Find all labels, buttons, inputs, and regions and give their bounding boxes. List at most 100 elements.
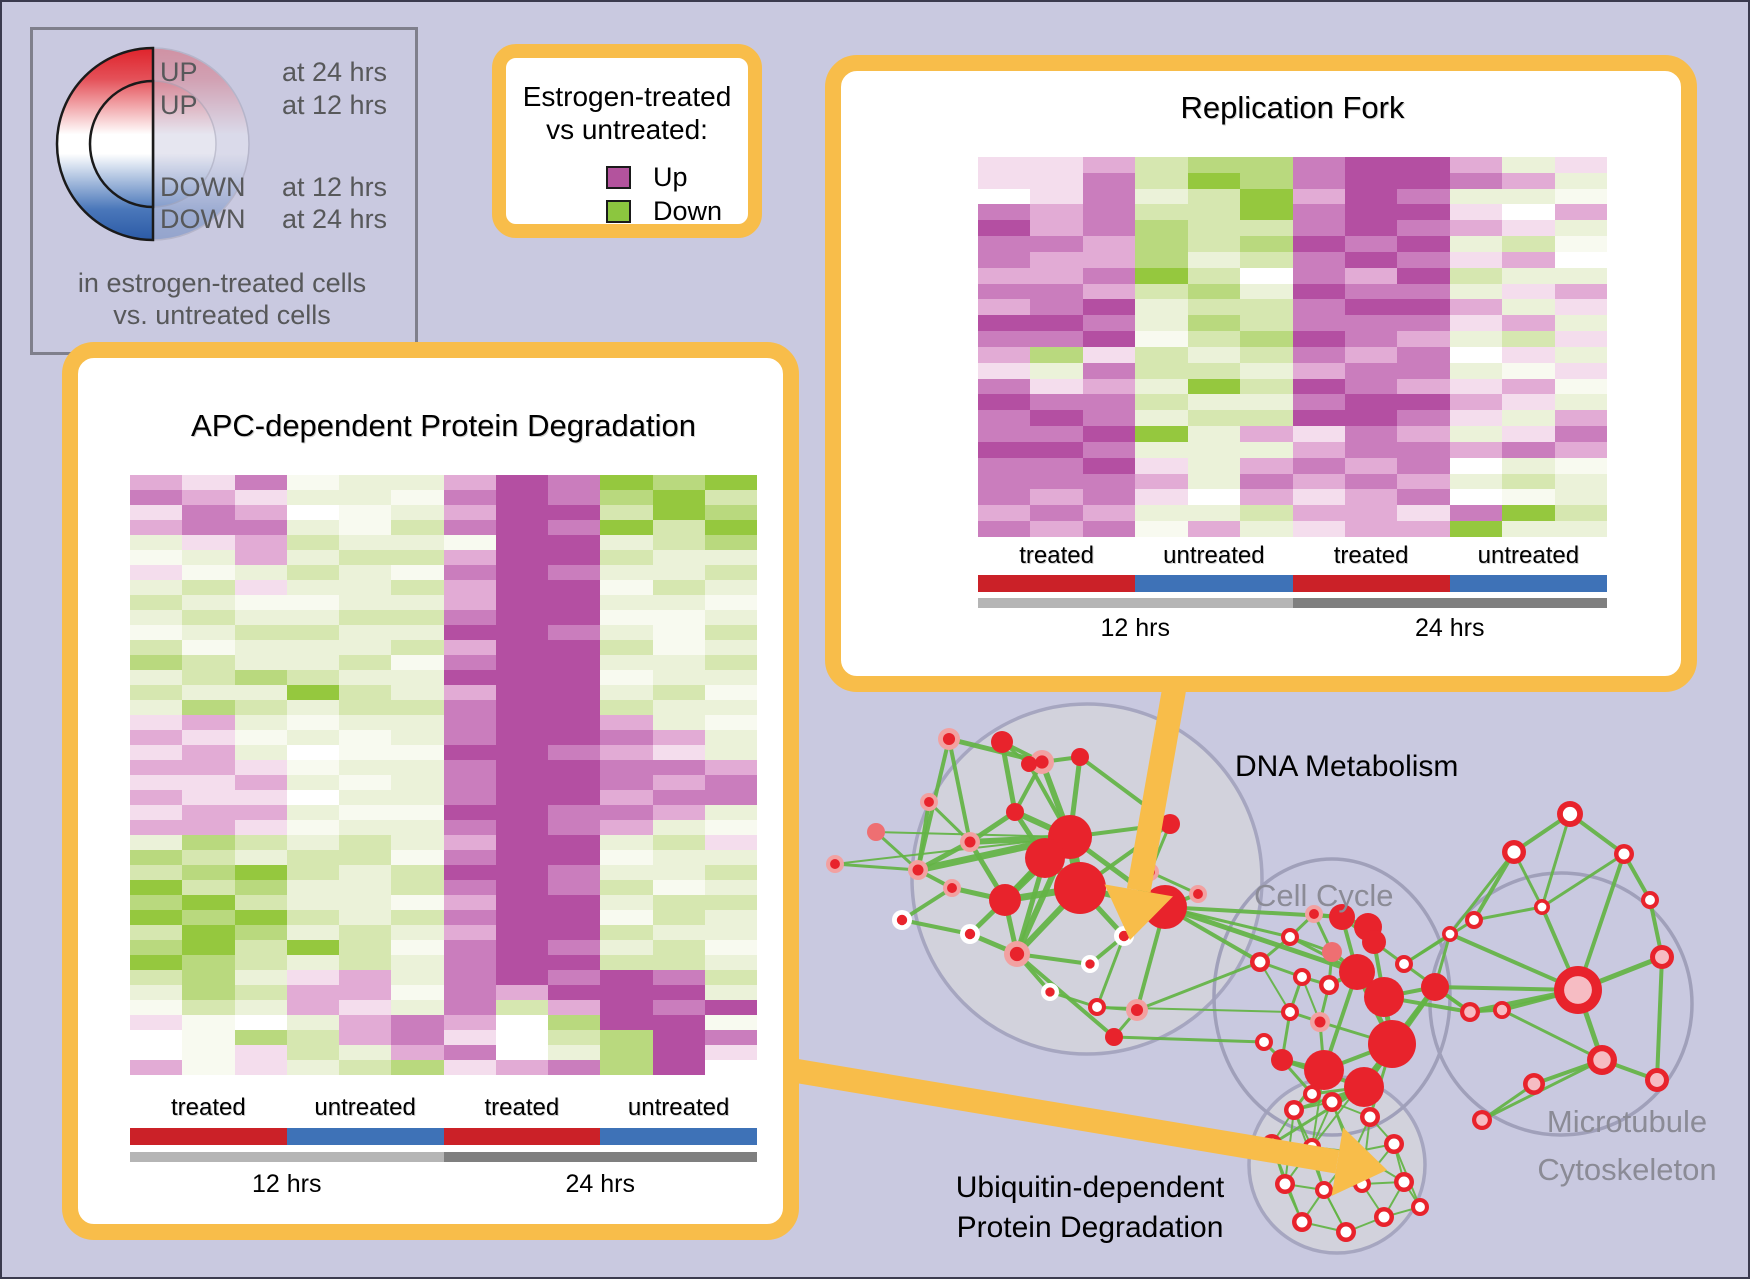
heatmap-cell	[182, 1000, 235, 1015]
heatmap-cell	[1554, 236, 1607, 252]
heatmap-cell	[182, 520, 235, 535]
network-node	[1281, 928, 1299, 946]
heatmap-cell	[339, 625, 392, 640]
heatmap-cell	[1502, 441, 1555, 458]
heatmap-cell	[182, 730, 235, 745]
network-node	[1421, 973, 1449, 1001]
heatmap-cell	[443, 1030, 496, 1045]
heatmap-cell	[234, 520, 287, 535]
group-label: treated	[1333, 542, 1409, 569]
heatmap-cell	[1449, 457, 1503, 474]
network-edge	[1540, 813, 1572, 908]
heatmap-cell	[1135, 521, 1188, 537]
heatmap-cell	[1397, 267, 1450, 284]
heatmap-cell	[652, 745, 705, 760]
heatmap-cell	[1082, 204, 1136, 221]
heatmap-cell	[600, 985, 653, 1000]
heatmap-cell	[391, 475, 444, 490]
heatmap-cell	[182, 1015, 235, 1030]
network-node	[943, 879, 961, 897]
heatmap-cell	[443, 625, 496, 640]
heatmap-cell	[1502, 172, 1555, 189]
heatmap-cell	[1030, 315, 1083, 332]
heatmap-cell	[443, 925, 496, 940]
heatmap-cell	[548, 880, 601, 895]
heatmap-cell	[495, 655, 548, 670]
heatmap-cell	[548, 955, 601, 970]
heatmap-cell	[339, 700, 392, 715]
heatmap-cell	[1187, 331, 1241, 347]
heatmap-cell	[1240, 220, 1293, 237]
network-edge	[1655, 956, 1664, 1081]
heatmap-cell	[704, 490, 757, 505]
network-edge	[1164, 904, 1358, 975]
heatmap-cell	[548, 490, 601, 505]
heatmap-cell	[704, 940, 757, 955]
heatmap-cell	[600, 475, 653, 490]
heatmap-cell	[130, 490, 183, 505]
heatmap-cell	[234, 910, 287, 925]
heatmap-cell	[443, 490, 496, 505]
microtubule-label: Microtubule Cytoskeleton	[1507, 1098, 1747, 1194]
heatmap-cell	[1292, 267, 1345, 284]
microtubule-label-line1: Microtubule	[1546, 1104, 1708, 1139]
heatmap-cell	[600, 970, 653, 985]
treatment-bar	[978, 575, 1607, 592]
heatmap-cell	[339, 1030, 392, 1045]
heatmap-cell	[1554, 441, 1607, 458]
heatmap-cell	[978, 378, 1031, 395]
heatmap-cell	[339, 835, 392, 850]
heatmap-cell	[1449, 410, 1503, 427]
heatmap-cell	[234, 640, 287, 655]
heatmap-cell	[1502, 362, 1555, 379]
heatmap-cell	[495, 925, 548, 940]
heatmap-cell	[1082, 473, 1136, 490]
heatmap-cell	[391, 595, 444, 610]
heatmap-cell	[978, 521, 1031, 537]
heatmap-cell	[1292, 315, 1345, 332]
heatmap-cell	[130, 715, 183, 730]
up-swatch-icon	[606, 165, 631, 189]
network-node	[1305, 905, 1323, 923]
heatmap-cell	[1554, 172, 1607, 189]
heatmap-cell	[234, 700, 287, 715]
heatmap-cell	[1502, 489, 1555, 506]
heatmap-cell	[1187, 346, 1241, 363]
heatmap-cell	[182, 820, 235, 835]
heatmap-cell	[1292, 521, 1345, 537]
heatmap-cell	[234, 760, 287, 775]
heatmap-cell	[443, 640, 496, 655]
heatmap-cell	[234, 880, 287, 895]
heatmap-cell	[1292, 441, 1345, 458]
heatmap-cell	[1030, 457, 1083, 474]
heatmap-cell	[548, 925, 601, 940]
heatmap-cell	[1030, 283, 1083, 300]
heatmap-cell	[339, 505, 392, 520]
heatmap-cell	[1554, 426, 1607, 442]
heatmap-cell	[130, 565, 183, 580]
time-bar	[978, 598, 1607, 608]
heatmap-cell	[1554, 331, 1607, 347]
heatmap-cell	[1344, 236, 1398, 252]
heatmap-cell	[548, 640, 601, 655]
heatmap-cell	[600, 685, 653, 700]
heatmap-cell	[600, 880, 653, 895]
heatmap-cell	[1344, 188, 1398, 205]
heatmap-cell	[704, 1000, 757, 1015]
heatmap-cell	[1030, 299, 1083, 316]
heatmap-cell	[652, 910, 705, 925]
network-node	[1275, 1174, 1295, 1194]
replication-fork-panel: Replication Fork treated untreated treated…	[825, 55, 1697, 692]
heatmap-cell	[1397, 426, 1450, 442]
heatmap-cell	[286, 655, 339, 670]
heatmap-cell	[1397, 457, 1450, 474]
heatmap-cell	[286, 955, 339, 970]
network-node	[1284, 1100, 1304, 1120]
heatmap-cell	[1502, 378, 1555, 395]
heatmap-cell	[182, 610, 235, 625]
replication-fork-title: Replication Fork	[1180, 90, 1405, 125]
heatmap-cell	[1502, 331, 1555, 347]
heatmap-cell	[339, 535, 392, 550]
heatmap-cell	[548, 655, 601, 670]
network-node	[920, 793, 938, 811]
